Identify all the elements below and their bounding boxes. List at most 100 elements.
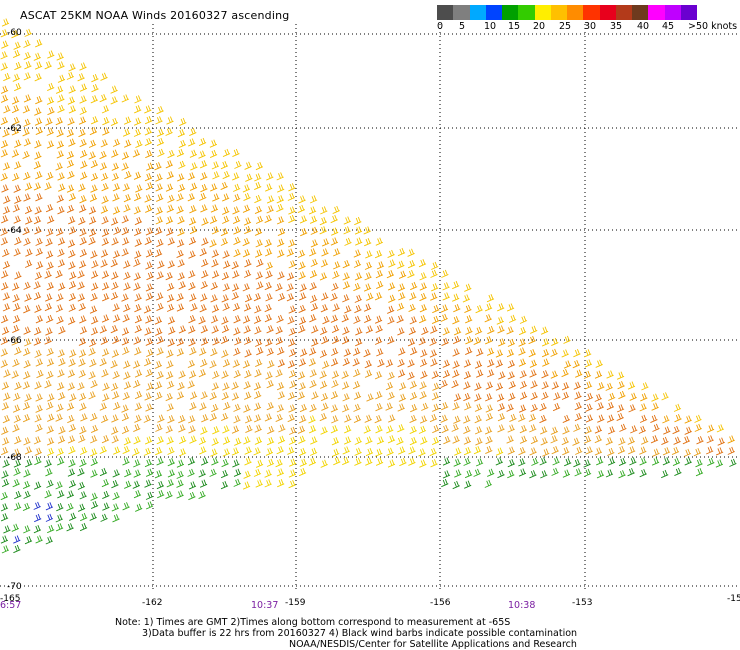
colorbar-segment: [599, 5, 616, 20]
wind-barb: [616, 371, 625, 380]
wind-barb: [289, 380, 297, 389]
wind-barb: [341, 314, 349, 323]
wind-barb: [33, 52, 41, 61]
wind-barb: [35, 358, 43, 367]
wind-barb: [177, 272, 185, 281]
wind-barb: [209, 391, 217, 401]
wind-barb: [232, 302, 241, 312]
wind-barb: [222, 170, 230, 180]
wind-barb: [265, 261, 274, 270]
wind-barb: [397, 260, 405, 269]
wind-barb: [585, 414, 594, 423]
wind-barb: [375, 448, 383, 457]
wind-barb: [122, 445, 130, 455]
wind-barb: [199, 192, 207, 201]
wind-barb: [244, 161, 252, 170]
wind-barb: [364, 272, 372, 281]
wind-barb: [484, 303, 493, 312]
wind-barb: [308, 457, 317, 466]
wind-barb: [77, 481, 86, 490]
wind-barb: [375, 237, 383, 246]
lon-label-153: -153: [572, 598, 592, 608]
wind-barb: [165, 272, 173, 281]
wind-barb: [484, 314, 492, 323]
wind-barb: [90, 457, 98, 467]
wind-barb: [464, 304, 472, 314]
wind-barb: [165, 392, 173, 402]
wind-barb: [221, 316, 229, 325]
wind-barb: [518, 447, 526, 456]
wind-barb: [134, 369, 143, 378]
wind-barb: [124, 469, 132, 478]
wind-barb: [101, 195, 109, 204]
wind-barb: [178, 448, 187, 457]
wind-barb: [276, 195, 284, 204]
wind-barb: [387, 336, 395, 345]
wind-barb: [465, 326, 473, 335]
wind-barb: [550, 348, 558, 357]
wind-barb: [375, 457, 384, 466]
wind-barb: [222, 302, 230, 311]
wind-barb: [408, 303, 416, 313]
wind-barb: [12, 204, 21, 213]
wind-barb: [729, 458, 737, 467]
wind-barb: [201, 258, 209, 268]
wind-barb: [421, 326, 429, 336]
wind-barb: [35, 535, 43, 544]
wind-barb: [253, 468, 262, 477]
wind-barb: [156, 302, 164, 312]
wind-barb: [254, 424, 262, 433]
wind-barb: [265, 447, 274, 456]
wind-barb: [354, 457, 362, 466]
wind-barb: [495, 359, 503, 368]
wind-barb: [233, 369, 241, 379]
wind-barb: [419, 315, 427, 324]
wind-barb: [574, 402, 582, 411]
wind-barb: [198, 436, 207, 445]
wind-barb: [507, 371, 515, 380]
wind-barb: [178, 160, 186, 169]
wind-barb: [34, 381, 42, 390]
wind-barb: [13, 184, 21, 193]
wind-barb: [298, 271, 306, 280]
wind-barb: [77, 270, 85, 279]
wind-barb: [596, 457, 604, 466]
wind-barb: [419, 282, 427, 291]
wind-barb: [474, 426, 483, 435]
wind-barb: [442, 470, 451, 479]
wind-barb: [563, 360, 572, 369]
wind-barb: [243, 325, 251, 334]
wind-barb: [101, 270, 110, 279]
wind-barb: [188, 270, 196, 279]
wind-barb: [189, 149, 198, 158]
wind-barb: [80, 446, 88, 455]
wind-barb: [176, 479, 184, 488]
wind-barb: [243, 436, 251, 445]
wind-barb: [573, 423, 581, 432]
wind-barb: [254, 369, 262, 378]
wind-barb: [91, 316, 99, 325]
wind-barb: [245, 173, 253, 182]
wind-barb: [24, 28, 32, 37]
wind-barb: [211, 457, 219, 466]
wind-barb: [199, 446, 207, 455]
wind-barb: [123, 437, 132, 446]
wind-barb: [12, 73, 20, 82]
wind-barb: [1, 402, 10, 411]
wind-barb: [474, 360, 483, 369]
wind-barb: [419, 381, 427, 390]
wind-barb: [23, 371, 31, 380]
wind-barb: [539, 457, 547, 466]
wind-barb: [90, 469, 98, 478]
wind-barb: [79, 315, 87, 324]
wind-barb: [12, 479, 20, 488]
wind-barb: [276, 314, 284, 324]
wind-barb: [551, 381, 559, 390]
wind-barb: [222, 359, 231, 368]
wind-barb: [12, 49, 21, 59]
wind-barb: [167, 458, 175, 467]
wind-barb: [155, 226, 163, 236]
wind-barb: [13, 248, 21, 257]
wind-barb: [474, 382, 482, 391]
wind-barb: [89, 126, 98, 136]
